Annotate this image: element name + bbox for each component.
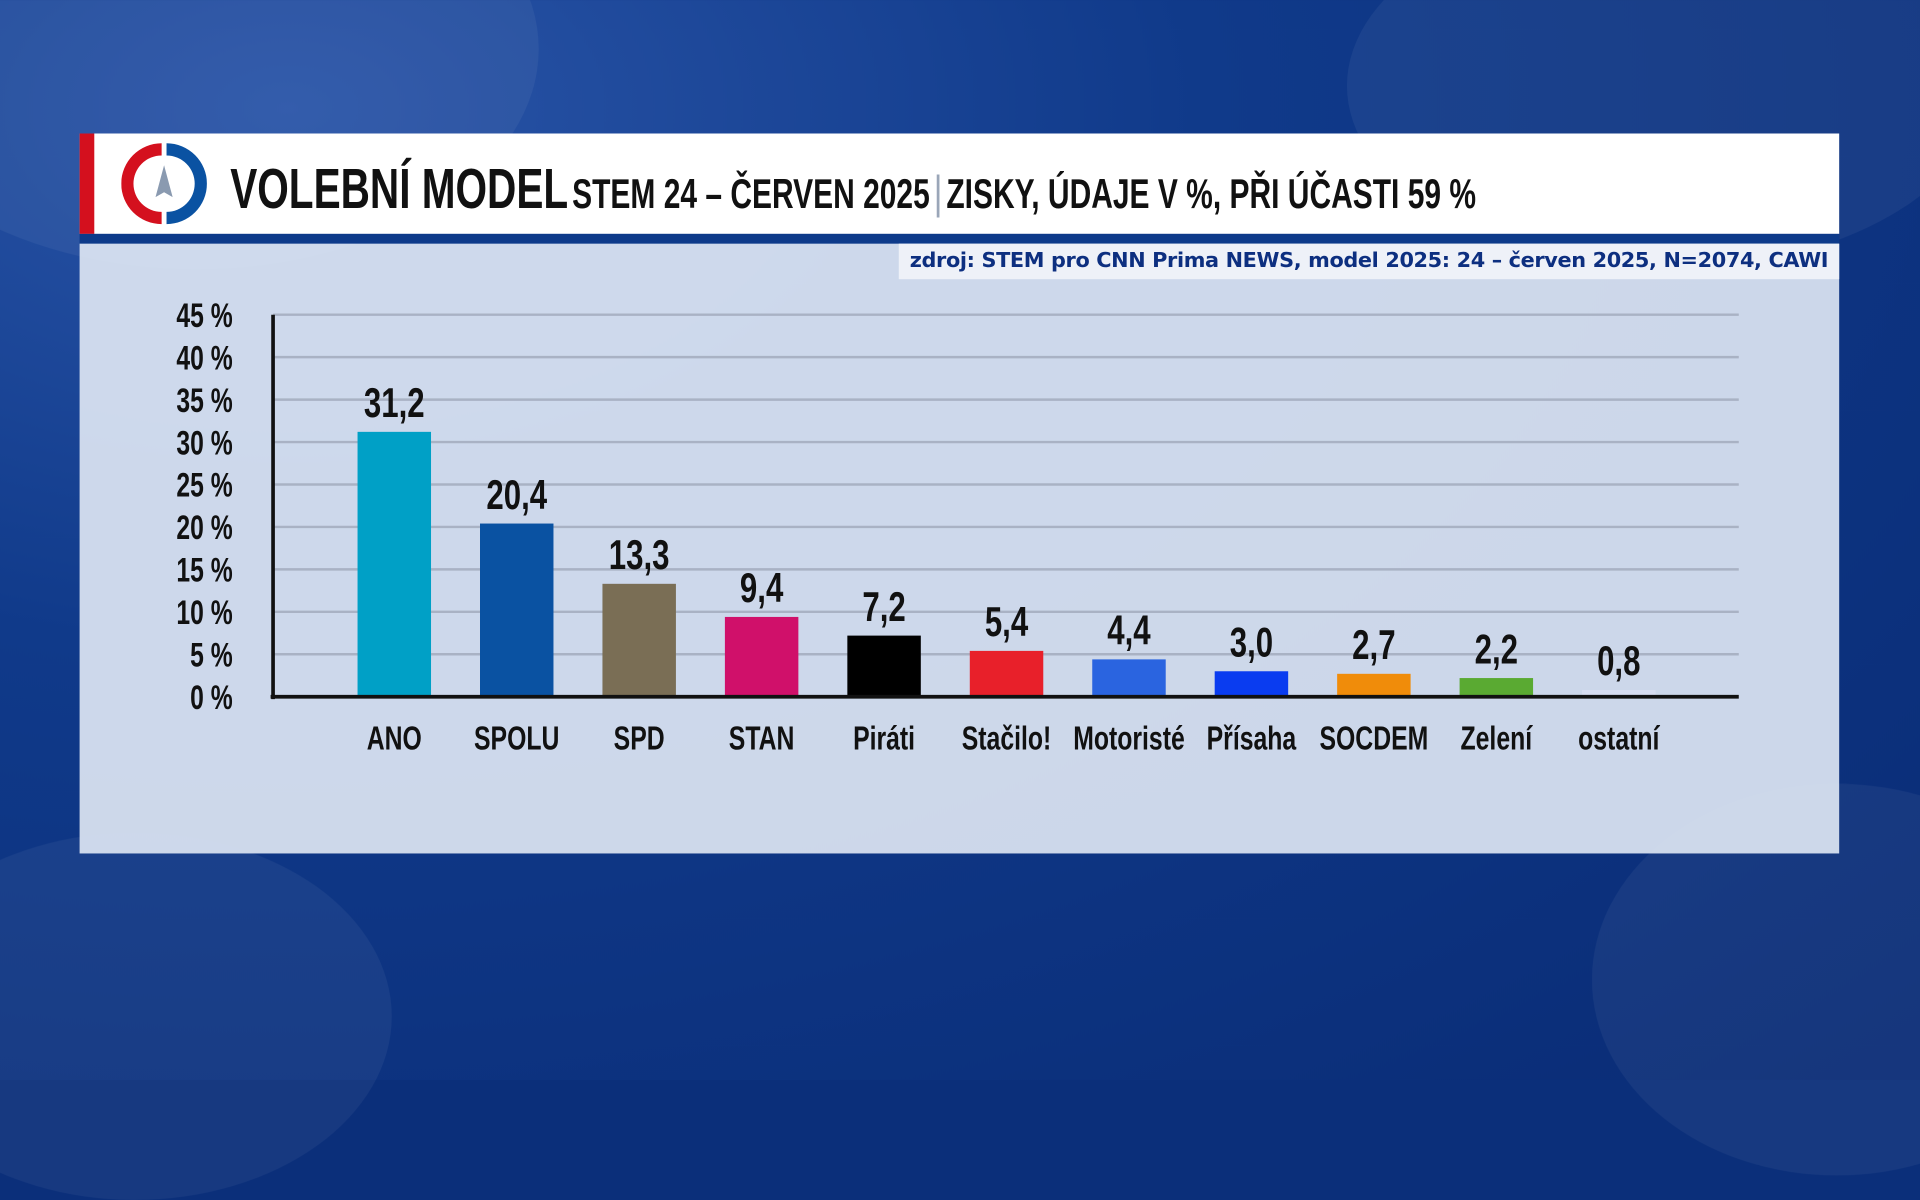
bar-Zelení <box>1459 678 1534 697</box>
y-tick-label: 10 % <box>176 594 232 632</box>
x-tick-label: SPD <box>614 721 665 757</box>
bar-SPD <box>602 583 676 697</box>
bar-Piráti <box>847 635 921 697</box>
title-separator: | <box>933 167 943 220</box>
y-tick-label: 0 % <box>190 679 233 717</box>
bar-Přísaha <box>1214 671 1289 697</box>
data-label: 4,4 <box>1107 607 1151 653</box>
x-tick-label: SOCDEM <box>1319 721 1428 757</box>
x-tick-label: Stačilo! <box>962 721 1052 757</box>
data-label: 13,3 <box>609 532 670 578</box>
header-divider <box>79 233 1840 244</box>
compass-logo-icon <box>121 143 207 225</box>
y-tick-label: 35 % <box>176 382 232 420</box>
bar-ANO <box>357 431 432 697</box>
chart-detail: ZISKY, ÚDAJE V %, PŘI ÚČASTI 59 % <box>946 171 1477 218</box>
x-tick-label: ANO <box>367 721 422 757</box>
bar-chart: 0 % 5 % 10 % 15 % 20 % 25 % 30 % 35 % 40 % 45 % 31… <box>176 297 1739 757</box>
data-label: 2,7 <box>1352 622 1395 668</box>
y-tick-label: 40 % <box>176 340 232 378</box>
y-tick-label: 45 % <box>176 297 232 335</box>
chart-title: VOLEBNÍ MODEL <box>230 156 569 221</box>
data-label: 5,4 <box>985 599 1029 645</box>
x-tick-label: Motoristé <box>1073 721 1185 757</box>
y-tick-label: 20 % <box>176 509 232 547</box>
bar-SPOLU <box>480 523 554 697</box>
data-label: 9,4 <box>740 565 784 611</box>
source-note: zdroj: STEM pro CNN Prima NEWS, model 20… <box>898 243 1840 280</box>
bar-Motoristé <box>1092 659 1166 697</box>
y-tick-label: 15 % <box>176 552 232 590</box>
red-accent-bar <box>79 133 95 234</box>
chart-subtitle: STEM 24 – ČERVEN 2025 <box>572 171 930 218</box>
data-label: 3,0 <box>1230 619 1273 665</box>
data-label: 31,2 <box>364 380 425 426</box>
x-tick-label: ostatní <box>1578 721 1660 757</box>
x-tick-label: STAN <box>729 721 795 757</box>
y-tick-label: 30 % <box>176 424 232 462</box>
data-label: 7,2 <box>862 584 905 630</box>
y-tick-label: 25 % <box>176 467 232 505</box>
x-tick-label: Zelení <box>1461 721 1533 757</box>
chart-panel: zdroj: STEM pro CNN Prima NEWS, model 20… <box>79 243 1840 854</box>
bar-SOCDEM <box>1337 673 1411 697</box>
title-line: VOLEBNÍ MODEL STEM 24 – ČERVEN 2025 | ZI… <box>230 156 1920 221</box>
x-tick-label: Piráti <box>853 721 915 757</box>
data-label: 20,4 <box>486 472 547 518</box>
data-label: 2,2 <box>1475 626 1518 672</box>
header-banner: VOLEBNÍ MODEL STEM 24 – ČERVEN 2025 | ZI… <box>79 133 1840 234</box>
data-label: 0,8 <box>1597 638 1640 684</box>
x-tick-label: Přísaha <box>1207 721 1297 757</box>
bar-ostatní <box>1582 689 1656 697</box>
bar-Stačilo! <box>969 650 1044 697</box>
x-tick-label: SPOLU <box>474 721 559 757</box>
bar-STAN <box>724 616 799 697</box>
y-tick-label: 5 % <box>190 637 233 675</box>
